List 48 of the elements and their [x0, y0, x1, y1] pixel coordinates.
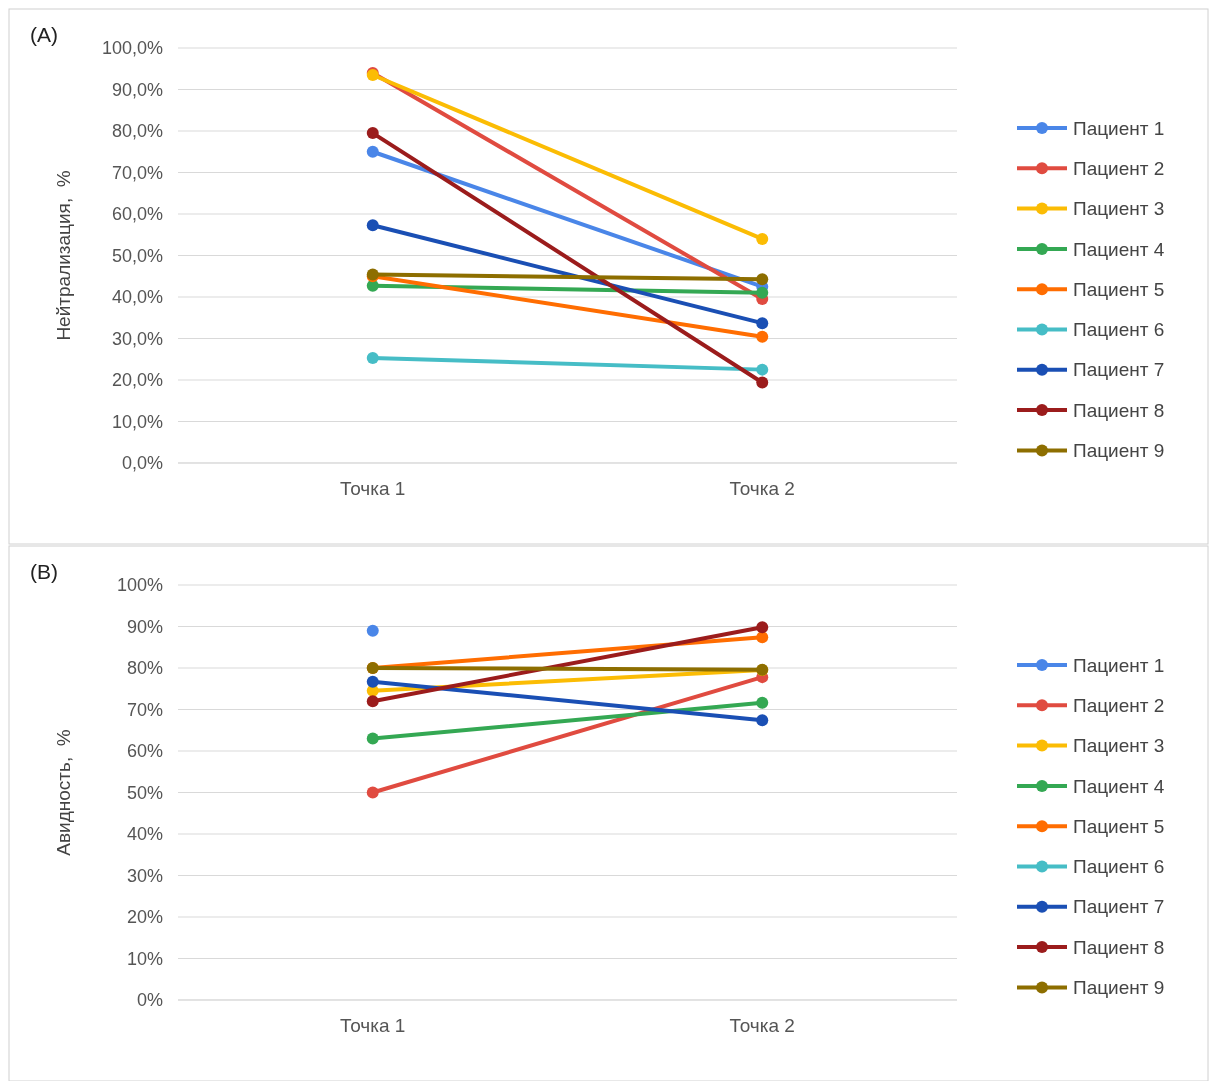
y-tick-label: 100,0%: [101, 38, 163, 59]
legend-label: Пациент 5: [1073, 815, 1165, 837]
text: (B): [30, 560, 58, 583]
y-tick-label: 40,0%: [111, 287, 163, 308]
y-tick-label: 30%: [126, 865, 163, 886]
legend-label: Пациент 9: [1073, 440, 1165, 462]
y-tick-label: 60%: [126, 741, 163, 762]
y-tick-label: 30,0%: [111, 328, 163, 349]
legend-label: Пациент 7: [1073, 359, 1165, 381]
legend-label: Пациент 8: [1073, 936, 1165, 958]
legend-label: Пациент 9: [1073, 977, 1165, 999]
y-tick-label: 70%: [126, 699, 163, 720]
legend-label: Пациент 4: [1073, 775, 1165, 797]
legend-label: Пациент 1: [1073, 654, 1165, 676]
y-tick-label: 70,0%: [111, 162, 163, 183]
y-axis-title: Нейтрализация, %: [53, 170, 74, 341]
legend-label: Пациент 1: [1073, 117, 1165, 139]
legend-label: Пациент 3: [1073, 735, 1165, 757]
x-tick-label: Точка 1: [340, 478, 406, 499]
legend-label: Пациент 7: [1073, 896, 1165, 918]
y-tick-label: 20,0%: [111, 370, 163, 391]
y-tick-label: 50%: [126, 782, 163, 803]
legend-label: Пациент 3: [1073, 198, 1165, 220]
legend-label: Пациент 5: [1073, 278, 1165, 300]
y-tick-label: 40%: [126, 824, 163, 845]
legend-label: Пациент 2: [1073, 157, 1165, 179]
y-tick-label: 0%: [136, 990, 163, 1011]
y-tick-label: 60,0%: [111, 204, 163, 225]
legend-label: Пациент 6: [1073, 856, 1165, 878]
legend-label: Пациент 8: [1073, 399, 1165, 421]
y-tick-label: 10%: [126, 948, 163, 969]
legend-label: Пациент 2: [1073, 694, 1165, 716]
y-tick-label: 0,0%: [121, 453, 163, 474]
x-tick-label: Точка 1: [340, 1015, 406, 1036]
y-tick-label: 20%: [126, 907, 163, 928]
x-tick-label: Точка 2: [729, 1015, 795, 1036]
legend-label: Пациент 4: [1073, 238, 1165, 260]
y-tick-label: 80,0%: [111, 121, 163, 142]
y-tick-label: 90,0%: [111, 79, 163, 100]
y-axis-title: Авидность, %: [53, 729, 74, 856]
y-tick-label: 50,0%: [111, 245, 163, 266]
text: (A): [30, 23, 58, 46]
y-tick-label: 80%: [126, 658, 163, 679]
legend-label: Пациент 6: [1073, 319, 1165, 341]
x-tick-label: Точка 2: [729, 478, 795, 499]
y-tick-label: 90%: [126, 616, 163, 637]
y-tick-label: 100%: [116, 575, 163, 596]
y-tick-label: 10,0%: [111, 411, 163, 432]
